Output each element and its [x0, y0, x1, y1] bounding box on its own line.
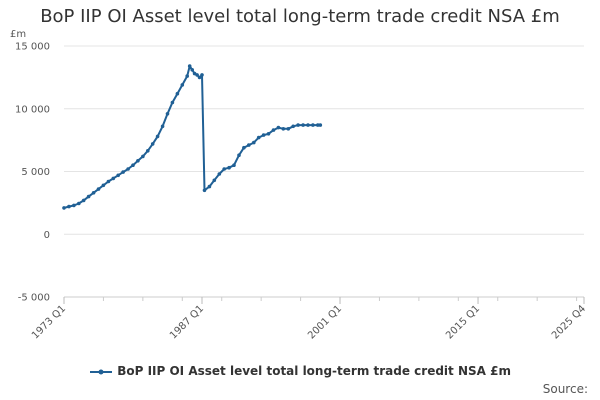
series-layer [62, 64, 323, 210]
source-label: Source: [542, 382, 588, 396]
data-point[interactable] [131, 163, 135, 167]
data-point[interactable] [155, 134, 160, 139]
data-point[interactable] [212, 178, 217, 183]
y-tick-label: 5 000 [21, 167, 50, 178]
data-point[interactable] [316, 123, 320, 127]
y-tick-label: -5 000 [18, 293, 50, 304]
data-point[interactable] [185, 74, 189, 78]
y-axis-unit-label: £m [10, 29, 26, 40]
data-point[interactable] [242, 145, 246, 150]
data-point[interactable] [72, 203, 76, 208]
data-point[interactable] [121, 170, 125, 174]
data-point[interactable] [296, 123, 300, 127]
data-point[interactable] [197, 75, 202, 80]
data-point[interactable] [227, 165, 231, 170]
data-point[interactable] [256, 135, 261, 140]
data-point[interactable] [62, 206, 66, 210]
data-point[interactable] [136, 159, 140, 163]
data-point[interactable] [187, 64, 192, 68]
data-point[interactable] [207, 184, 212, 189]
x-tick-label: 1973 Q1 [30, 303, 68, 341]
data-point[interactable] [77, 201, 81, 206]
data-point[interactable] [175, 91, 180, 96]
data-point[interactable] [106, 179, 111, 184]
y-tick-label: 15 000 [15, 42, 50, 53]
data-point[interactable] [86, 194, 91, 199]
data-point[interactable] [141, 154, 145, 159]
legend[interactable]: BoP IIP OI Asset level total long-term t… [0, 364, 600, 378]
data-point[interactable] [200, 73, 204, 77]
data-point[interactable] [91, 191, 96, 195]
data-point[interactable] [150, 142, 155, 146]
y-tick-label: 10 000 [15, 104, 50, 115]
data-point[interactable] [266, 132, 271, 136]
data-point[interactable] [276, 125, 281, 130]
data-point[interactable] [318, 123, 323, 127]
data-point[interactable] [81, 198, 86, 203]
data-point[interactable] [111, 176, 116, 181]
grid-lines [64, 45, 584, 298]
x-tick-label: 1987 Q1 [168, 303, 206, 341]
data-point[interactable] [195, 73, 199, 77]
data-point[interactable] [281, 127, 286, 131]
data-point[interactable] [291, 124, 296, 129]
x-tick-label: 2015 Q1 [444, 303, 482, 341]
data-point[interactable] [301, 123, 305, 127]
data-point[interactable] [190, 68, 194, 72]
data-point[interactable] [96, 187, 101, 191]
data-point[interactable] [202, 188, 207, 193]
legend-label: BoP IIP OI Asset level total long-term t… [117, 364, 511, 378]
data-point[interactable] [247, 143, 251, 147]
x-tick-label: 2001 Q1 [306, 303, 344, 341]
axes [63, 296, 585, 304]
data-point[interactable] [306, 123, 310, 127]
data-point[interactable] [170, 100, 175, 105]
data-point[interactable] [237, 153, 241, 157]
data-point[interactable] [146, 149, 150, 153]
data-point[interactable] [180, 83, 185, 87]
data-point[interactable] [217, 172, 222, 176]
data-point[interactable] [252, 140, 256, 145]
data-point[interactable] [160, 124, 165, 129]
data-point[interactable] [116, 173, 120, 178]
data-point[interactable] [165, 112, 170, 116]
data-point[interactable] [222, 167, 226, 171]
tick-labels: -5 000 0 5 000 10 000 15 000 1973 Q1 1987 Q1 20… [15, 42, 588, 342]
data-point[interactable] [261, 133, 266, 137]
data-point[interactable] [232, 163, 236, 167]
data-point[interactable] [67, 204, 71, 209]
data-point[interactable] [271, 128, 276, 132]
x-tick-label: 2025 Q4 [550, 303, 588, 341]
data-point[interactable] [101, 183, 106, 188]
legend-marker [90, 369, 113, 374]
y-tick-label: 0 [44, 230, 50, 241]
data-point[interactable] [286, 127, 291, 131]
data-point[interactable] [126, 167, 130, 171]
chart-title: BoP IIP OI Asset level total long-term t… [40, 6, 560, 27]
data-point[interactable] [311, 123, 315, 127]
